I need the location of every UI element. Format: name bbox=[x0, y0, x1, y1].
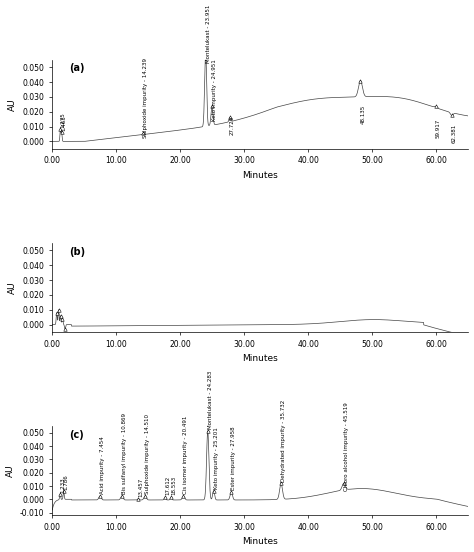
Text: 27.729: 27.729 bbox=[230, 116, 235, 135]
Text: 1.275: 1.275 bbox=[60, 112, 65, 128]
Text: 59.917: 59.917 bbox=[436, 119, 441, 139]
Text: Acid impurity - 7.454: Acid impurity - 7.454 bbox=[100, 436, 105, 494]
Text: Chloro alcohol impurity - 45.519: Chloro alcohol impurity - 45.519 bbox=[344, 402, 349, 491]
Text: (c): (c) bbox=[69, 430, 83, 440]
Text: 48.135: 48.135 bbox=[360, 104, 365, 124]
Y-axis label: AU: AU bbox=[6, 464, 15, 477]
Text: Keto impurity - 24.951: Keto impurity - 24.951 bbox=[212, 59, 217, 121]
Text: Dehydrated impurity - 35.732: Dehydrated impurity - 35.732 bbox=[281, 400, 286, 482]
Text: Sulphoxide impurity - 14.510: Sulphoxide impurity - 14.510 bbox=[145, 414, 150, 494]
Y-axis label: AU: AU bbox=[8, 98, 17, 110]
Y-axis label: AU: AU bbox=[8, 281, 17, 294]
Text: Cis isomer impurity - 20.491: Cis isomer impurity - 20.491 bbox=[183, 416, 189, 494]
Text: (b): (b) bbox=[69, 247, 85, 257]
Text: 17.612: 17.612 bbox=[165, 476, 170, 495]
Text: Ester impurity - 27.958: Ester impurity - 27.958 bbox=[231, 426, 236, 490]
X-axis label: Minutes: Minutes bbox=[243, 538, 278, 546]
Text: Montelukast - 24.283: Montelukast - 24.283 bbox=[208, 370, 213, 429]
Text: 1.463: 1.463 bbox=[62, 115, 67, 131]
Text: Keto impurity - 25.201: Keto impurity - 25.201 bbox=[214, 427, 219, 489]
Text: Bis sulfanyl impurity - 10.869: Bis sulfanyl impurity - 10.869 bbox=[122, 413, 127, 494]
Text: Montelukast - 23.951: Montelukast - 23.951 bbox=[206, 4, 210, 63]
Text: 18.553: 18.553 bbox=[171, 476, 176, 495]
Text: 1.233: 1.233 bbox=[60, 477, 65, 492]
Text: (a): (a) bbox=[69, 63, 84, 73]
Text: Sulphoxide impurity - 14.239: Sulphoxide impurity - 14.239 bbox=[144, 59, 148, 139]
Text: 13.457: 13.457 bbox=[138, 477, 144, 497]
Text: 1.786: 1.786 bbox=[64, 474, 69, 490]
Text: 62.381: 62.381 bbox=[452, 124, 456, 143]
X-axis label: Minutes: Minutes bbox=[243, 171, 278, 180]
X-axis label: Minutes: Minutes bbox=[243, 354, 278, 363]
